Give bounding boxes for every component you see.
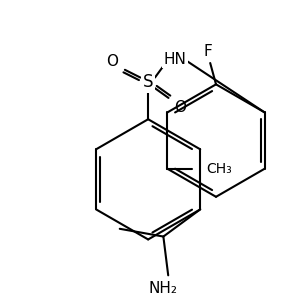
Text: F: F bbox=[204, 44, 213, 59]
Text: S: S bbox=[143, 73, 153, 91]
Text: O: O bbox=[174, 100, 186, 115]
Text: CH₃: CH₃ bbox=[206, 162, 232, 176]
Text: HN: HN bbox=[164, 52, 187, 67]
Text: O: O bbox=[106, 54, 118, 69]
Text: NH₂: NH₂ bbox=[149, 281, 178, 296]
